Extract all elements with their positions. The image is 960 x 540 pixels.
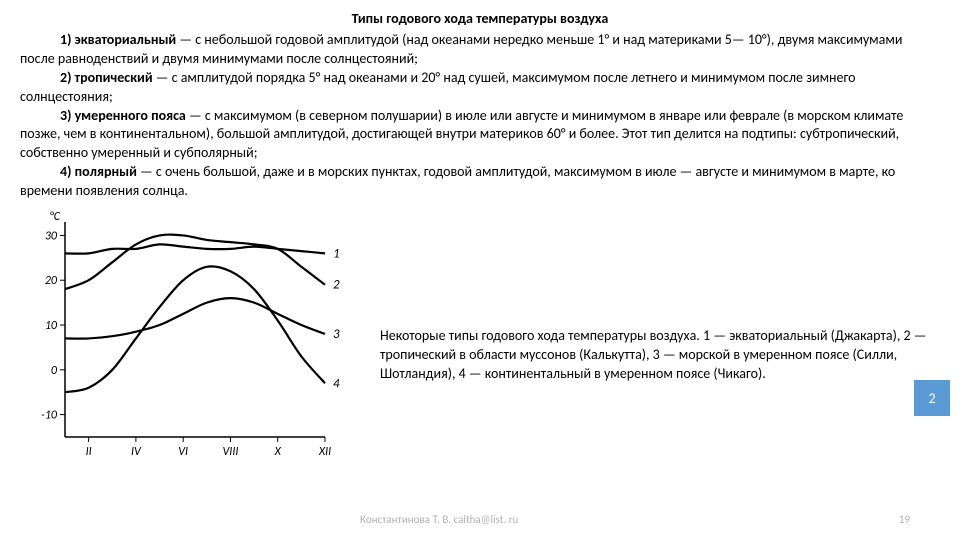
- page-badge: 2: [914, 380, 950, 416]
- svg-text:10: 10: [45, 319, 58, 333]
- para-4-label: 4) полярный: [60, 163, 137, 180]
- svg-text:VIII: VIII: [223, 445, 239, 459]
- para-1-label: 1) экваториальный: [60, 31, 176, 48]
- para-4-text: — с очень большой, даже и в морских пунк…: [20, 163, 895, 199]
- para-4: 4) полярный — с очень большой, даже и в …: [20, 163, 940, 201]
- chart-svg: -10 0 10 20 30 °C II IV VI VIII X XII 1 2 3 4: [20, 207, 350, 467]
- svg-text:20: 20: [45, 274, 58, 288]
- svg-text:II: II: [86, 445, 92, 459]
- para-1: 1) экваториальный — с небольшой годовой …: [20, 31, 940, 69]
- footer-author: Константинова Т. В. caltha@list. ru: [360, 513, 518, 526]
- svg-text:4: 4: [333, 376, 340, 391]
- temperature-chart: -10 0 10 20 30 °C II IV VI VIII X XII 1 2 3 4: [20, 207, 350, 467]
- svg-text:XII: XII: [318, 445, 331, 459]
- svg-text:VI: VI: [178, 445, 188, 459]
- svg-text:2: 2: [333, 278, 340, 293]
- para-3: 3) умеренного пояса — с максимумом (в се…: [20, 107, 940, 164]
- svg-text:0: 0: [51, 364, 58, 378]
- footer-page-number: 19: [899, 513, 910, 526]
- svg-text:X: X: [274, 445, 282, 459]
- para-2: 2) тропический — с амплитудой порядка 5°…: [20, 69, 940, 107]
- para-2-label: 2) тропический: [60, 69, 153, 86]
- svg-text:-10: -10: [41, 409, 58, 423]
- para-3-label: 3) умеренного пояса: [60, 107, 186, 124]
- svg-text:3: 3: [333, 327, 340, 342]
- svg-text:IV: IV: [131, 445, 142, 459]
- page-title: Типы годового хода температуры воздуха: [20, 10, 940, 27]
- body-text: 1) экваториальный — с небольшой годовой …: [20, 31, 940, 201]
- svg-text:1: 1: [333, 246, 340, 261]
- svg-text:°C: °C: [50, 210, 61, 224]
- svg-text:30: 30: [45, 229, 58, 243]
- chart-caption: Некоторые типы годового хода температуры…: [380, 327, 940, 384]
